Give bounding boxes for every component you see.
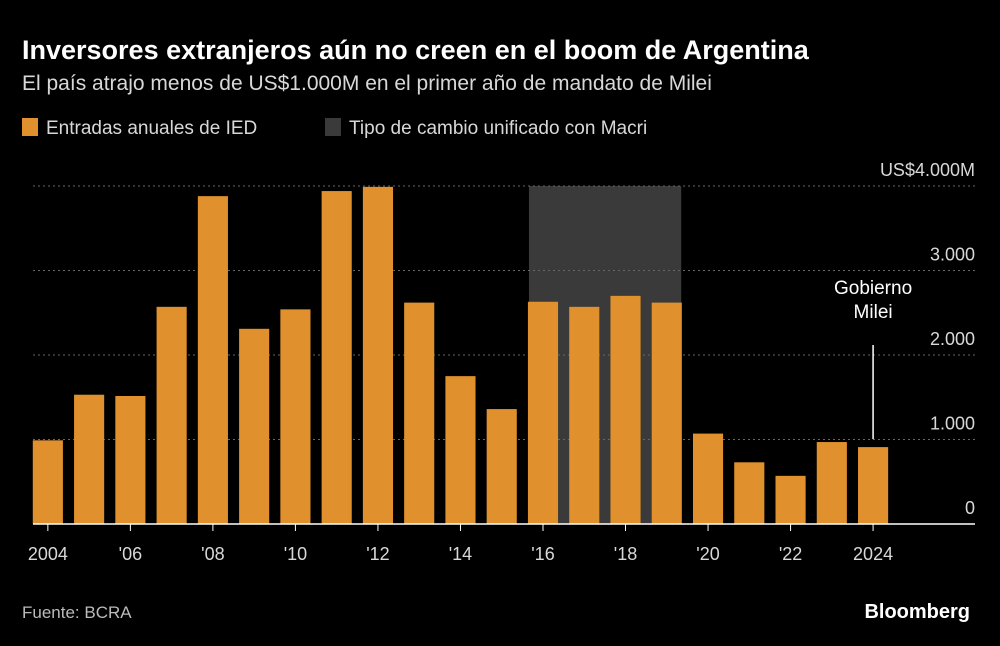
annotation-line: Gobierno xyxy=(834,278,912,299)
bar xyxy=(280,309,311,524)
brand: Bloomberg xyxy=(864,601,970,623)
bar xyxy=(651,302,682,524)
bar xyxy=(74,394,105,524)
bar xyxy=(610,295,641,524)
x-tick-label: '12 xyxy=(366,544,389,564)
bar xyxy=(858,447,889,524)
bar xyxy=(156,306,187,524)
bar xyxy=(486,409,517,524)
bar xyxy=(321,191,352,524)
bar xyxy=(115,395,146,524)
x-tick-label: '10 xyxy=(284,544,307,564)
x-tick-label: '06 xyxy=(119,544,142,564)
bar xyxy=(569,306,600,524)
bar xyxy=(734,462,765,524)
bar xyxy=(197,196,228,524)
x-tick-label: '18 xyxy=(614,544,637,564)
chart-title: Inversores extranjeros aún no creen en e… xyxy=(22,35,810,65)
x-tick-label: '08 xyxy=(201,544,224,564)
bar xyxy=(775,475,806,524)
y-tick-label: 2.000 xyxy=(930,329,975,349)
legend-swatch xyxy=(325,118,341,136)
bar xyxy=(404,302,435,524)
bar xyxy=(527,301,559,524)
bar xyxy=(362,186,394,524)
source: Fuente: BCRA xyxy=(22,603,132,622)
x-tick-label: 2004 xyxy=(28,544,68,564)
bar xyxy=(445,376,476,524)
y-tick-label: 1.000 xyxy=(930,414,975,434)
y-tick-label: 3.000 xyxy=(930,245,975,265)
bar xyxy=(239,328,270,524)
x-tick-label: '16 xyxy=(531,544,554,564)
legend-swatch xyxy=(22,118,38,136)
x-tick-label: '14 xyxy=(449,544,472,564)
x-tick-label: 2024 xyxy=(853,544,893,564)
bar xyxy=(692,433,724,524)
legend-label: Entradas anuales de IED xyxy=(46,118,257,139)
legend-label: Tipo de cambio unificado con Macri xyxy=(349,118,647,139)
y-tick-label: US$4.000M xyxy=(880,160,975,180)
x-tick-label: '20 xyxy=(696,544,719,564)
annotation-line: Milei xyxy=(854,302,893,323)
bar xyxy=(32,440,63,524)
annotation: Gobierno Milei xyxy=(834,278,912,323)
x-tick-label: '22 xyxy=(779,544,802,564)
y-tick-label: 0 xyxy=(965,498,975,518)
bar xyxy=(816,442,847,524)
chart-subtitle: El país atrajo menos de US$1.000M en el … xyxy=(22,72,712,95)
